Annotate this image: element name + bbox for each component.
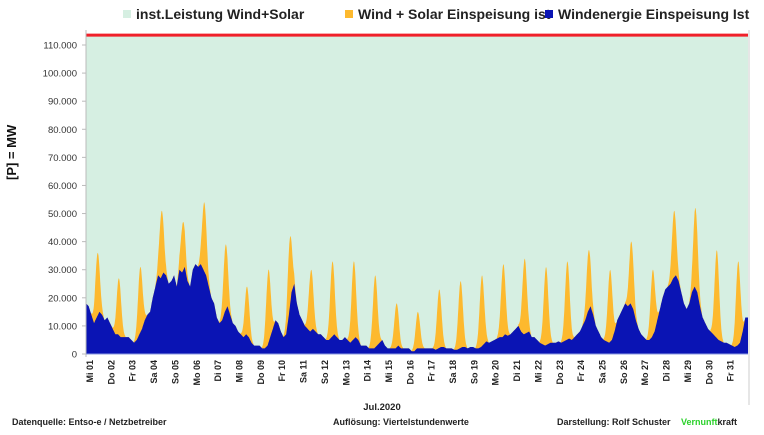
x-tick-label: Di 07	[213, 360, 223, 382]
x-tick-label: Mi 08	[235, 360, 245, 383]
footer-author-prefix: Darstellung: Rolf Schuster	[557, 417, 671, 427]
x-tick-label: Sa 04	[149, 360, 159, 384]
x-tick-label: So 05	[170, 360, 180, 384]
x-tick-label: Sa 11	[299, 360, 309, 383]
y-tick-labels: 0 10.000 20.000 30.000 40.000 50.000 60.000 70.…	[43, 41, 77, 361]
chart-legend: inst.Leistung Wind+Solar Wind + Solar Ei…	[0, 4, 764, 26]
footer-brand-green: Vernunft	[681, 417, 718, 427]
y-axis-label: [P] = MW	[4, 124, 19, 180]
x-tick-label: Fr 24	[576, 360, 586, 382]
x-tick-label: Mo 13	[341, 360, 351, 386]
legend-swatch-wind	[545, 10, 553, 18]
legend-item-wind-solar: Wind + Solar Einspeisung ist	[345, 6, 550, 22]
x-tick-label: Di 21	[512, 360, 522, 382]
x-axis-label: Jul.2020	[363, 402, 401, 413]
y-tick-label: 0	[72, 350, 77, 361]
legend-item-installed: inst.Leistung Wind+Solar	[123, 6, 304, 22]
legend-label-wind-solar: Wind + Solar Einspeisung ist	[358, 6, 551, 22]
x-tick-label: So 12	[320, 360, 330, 384]
x-tick-label: Do 02	[106, 360, 116, 385]
x-tick-label: Di 14	[363, 360, 373, 382]
axis-layer	[82, 30, 750, 405]
footer-resolution: Auflösung: Viertelstundenwerte	[333, 417, 469, 427]
x-tick-label: So 19	[469, 360, 479, 384]
x-tick-label: Mi 29	[683, 360, 693, 383]
x-tick-label: Mi 22	[534, 360, 544, 383]
x-tick-label: So 26	[619, 360, 629, 384]
x-tick-label: Mi 15	[384, 360, 394, 383]
x-tick-label: Mi 01	[85, 360, 95, 383]
x-tick-label: Di 28	[662, 360, 672, 382]
y-tick-label: 20.000	[48, 293, 77, 304]
x-tick-label: Sa 25	[598, 360, 608, 384]
x-tick-label: Mo 06	[192, 360, 202, 386]
y-tick-label: 80.000	[48, 125, 77, 136]
footer-author: Darstellung: Rolf Schuster Vernunftkraft	[557, 417, 737, 427]
footer-source: Datenquelle: Entso-e / Netzbetreiber	[12, 417, 167, 427]
y-tick-label: 10.000	[48, 321, 77, 332]
x-tick-labels: Mi 01 Do 02 Fr 03 Sa 04 So 05 Mo 06 Di 07 Mi 08…	[85, 360, 736, 386]
y-tick-label: 110.000	[43, 41, 77, 52]
x-tick-label: Fr 17	[427, 360, 437, 382]
x-tick-label: Fr 31	[726, 360, 736, 382]
footer-brand-rest: kraft	[717, 417, 738, 427]
y-tick-label: 60.000	[48, 181, 77, 192]
legend-label-wind: Windenergie Einspeisung Ist	[558, 6, 750, 22]
y-tick-label: 50.000	[48, 209, 77, 220]
y-tick-label: 90.000	[48, 97, 77, 108]
legend-swatch-installed	[123, 10, 131, 18]
wind-feed-in-area	[86, 264, 748, 354]
x-tick-label: Do 16	[405, 360, 415, 385]
x-tick-label: Mo 27	[640, 360, 650, 386]
y-tick-label: 100.000	[43, 69, 77, 80]
y-tick-label: 40.000	[48, 237, 77, 248]
x-tick-label: Fr 10	[277, 360, 287, 382]
x-tick-label: Mo 20	[491, 360, 501, 386]
x-tick-label: Sa 18	[448, 360, 458, 384]
y-tick-label: 30.000	[48, 265, 77, 276]
x-tick-label: Do 30	[704, 360, 714, 385]
area-layer	[86, 33, 748, 354]
x-tick-label: Do 09	[256, 360, 266, 385]
x-tick-label: Do 23	[555, 360, 565, 385]
x-tick-label: Fr 03	[128, 360, 138, 382]
legend-label-installed: inst.Leistung Wind+Solar	[136, 6, 305, 22]
legend-item-wind: Windenergie Einspeisung Ist	[545, 6, 749, 22]
y-tick-label: 70.000	[48, 153, 77, 164]
legend-swatch-wind-solar	[345, 10, 353, 18]
